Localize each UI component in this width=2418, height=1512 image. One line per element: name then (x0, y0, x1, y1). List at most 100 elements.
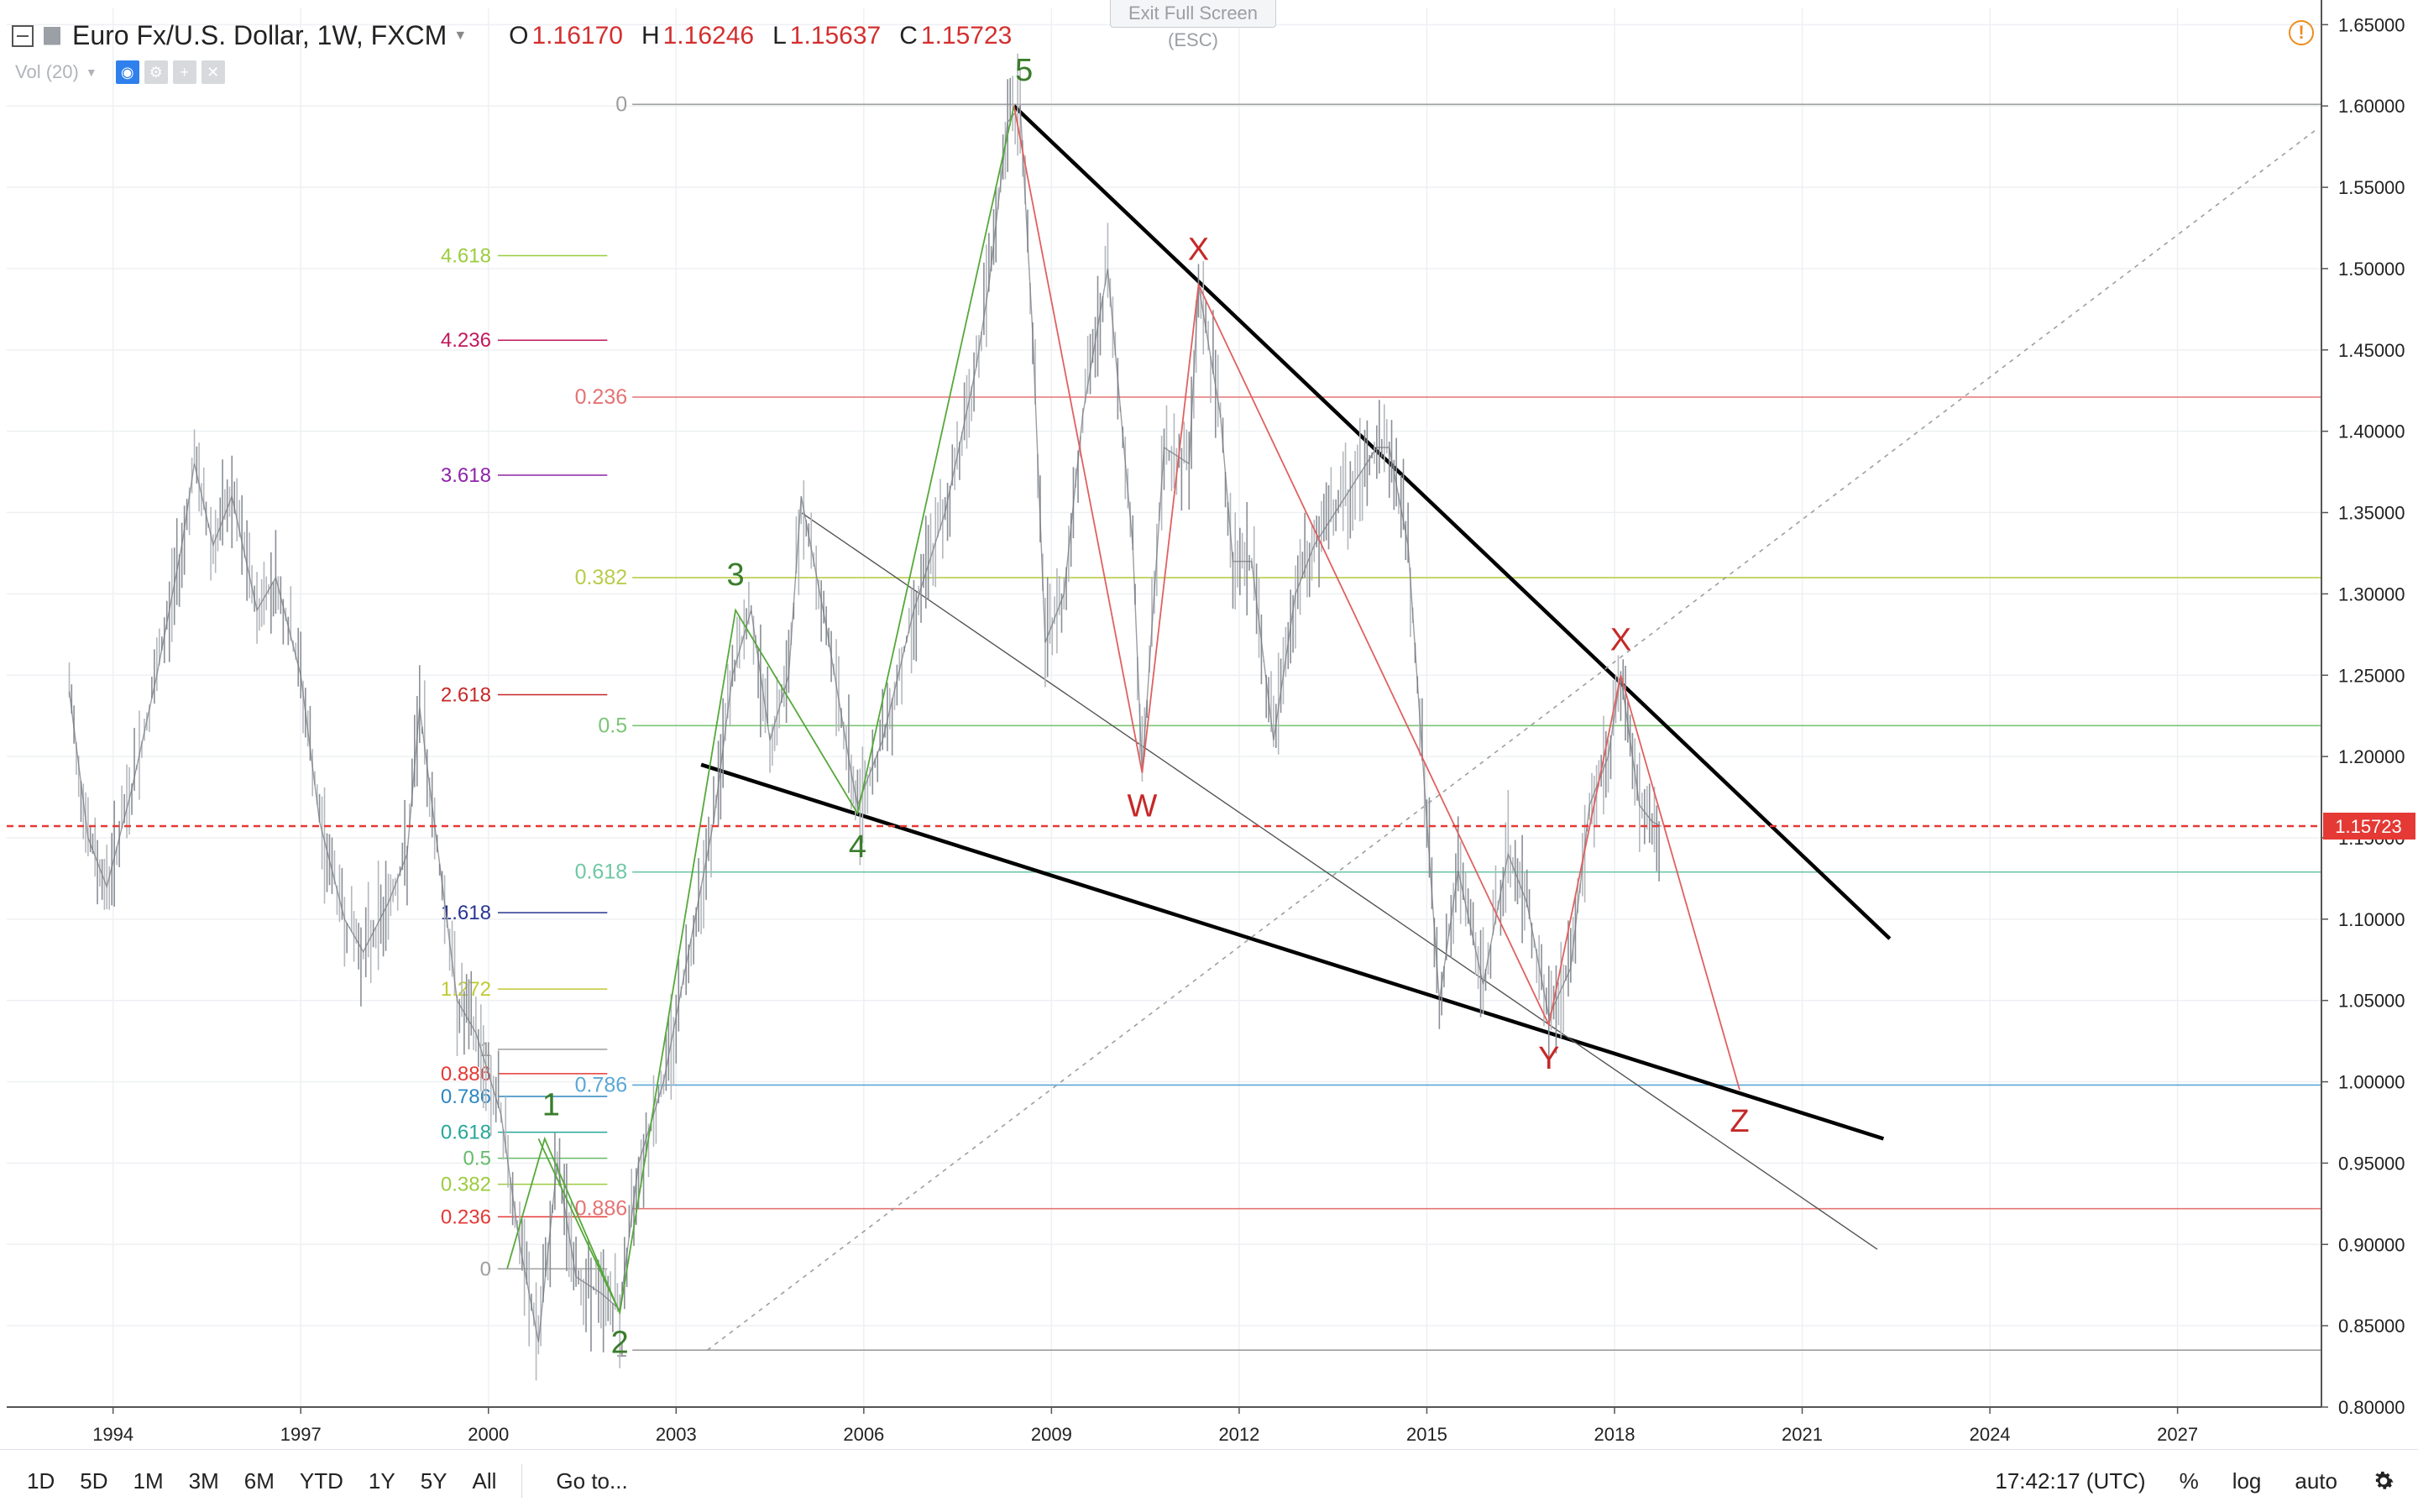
x-tick-label: 2003 (656, 1424, 697, 1445)
x-tick-label: 2006 (843, 1424, 884, 1445)
chart-background (0, 0, 2418, 1449)
fib-ext-label: 2.618 (441, 684, 491, 707)
y-tick-label: 0.95000 (2338, 1153, 2405, 1174)
wave-label: Y (1538, 1041, 1559, 1076)
current-price-badge (2323, 812, 2415, 840)
trendline[interactable] (1013, 104, 1892, 940)
y-tick-label: 1.25000 (2338, 665, 2405, 686)
range-button-1d[interactable]: 1D (27, 1468, 55, 1494)
fib-ext-label: 3.618 (441, 464, 491, 487)
time-display[interactable]: 17:42:17 (UTC) (1995, 1468, 2146, 1494)
range-buttons: 1D 5D 1M 3M 6M YTD 1Y 5Y All (0, 1468, 496, 1494)
x-tick-label: 1994 (92, 1424, 133, 1445)
range-button-1m[interactable]: 1M (133, 1468, 164, 1494)
flag-icon[interactable] (44, 26, 60, 45)
eye-icon[interactable]: ◉ (115, 60, 139, 84)
y-tick-label: 1.40000 (2338, 421, 2405, 442)
percent-toggle[interactable]: % (2179, 1468, 2199, 1494)
y-tick-label: 1.65000 (2338, 14, 2405, 35)
chevron-down-icon[interactable]: ▼ (453, 28, 468, 43)
wave-label: 3 (727, 557, 745, 593)
exit-fullscreen-button[interactable]: Exit Full Screen (ESC) (1110, 0, 1276, 50)
current-price-label: 1.15723 (2335, 816, 2402, 837)
wave-path-impulse (537, 106, 1015, 1316)
fib-ext-label: 0.236 (441, 1206, 491, 1228)
x-tick-label: 2009 (1031, 1424, 1072, 1445)
fib-ext-label: 0.5 (463, 1148, 491, 1170)
y-tick-label: 1.35000 (2338, 503, 2405, 524)
plus-icon[interactable]: + (172, 60, 196, 84)
range-button-all[interactable]: All (472, 1468, 497, 1494)
toolbar-right: 17:42:17 (UTC) % log auto (1995, 1450, 2418, 1512)
trendline[interactable] (700, 762, 1885, 1141)
low-value: 1.15637 (789, 21, 882, 50)
goto-button[interactable]: Go to... (556, 1468, 628, 1494)
x-tick-label: 2027 (2157, 1424, 2198, 1445)
fib-ext-label: 1.618 (441, 902, 491, 924)
trendline[interactable] (800, 511, 1878, 1250)
range-button-6m[interactable]: 6M (243, 1468, 275, 1494)
y-tick-label: 1.55000 (2338, 177, 2405, 198)
x-tick-label: 1997 (280, 1424, 322, 1445)
x-tick-label: 2000 (468, 1424, 509, 1445)
y-tick-label: 1.60000 (2338, 96, 2405, 117)
y-tick-label: 1.00000 (2338, 1072, 2405, 1093)
fib-label: 1 (615, 1338, 627, 1362)
y-tick-label: 0.85000 (2338, 1316, 2405, 1337)
y-tick-label: 0.80000 (2338, 1397, 2405, 1418)
warning-icon[interactable]: ! (2289, 20, 2314, 45)
close-label: C (899, 21, 918, 50)
x-tick-label: 2024 (1970, 1424, 2011, 1445)
range-button-1y[interactable]: 1Y (368, 1468, 395, 1494)
y-tick-label: 1.20000 (2338, 746, 2405, 767)
volume-label[interactable]: Vol (20) (15, 61, 79, 82)
fib-label: 0 (615, 92, 627, 116)
current-price: 1.15723 (7, 812, 2415, 840)
x-tick-label: 2015 (1406, 1424, 1447, 1445)
range-button-5d[interactable]: 5D (80, 1468, 108, 1494)
gear-icon[interactable]: ⚙ (144, 60, 168, 84)
volume-indicator: Vol (20) ▼ ◉ ⚙ + ✕ (15, 60, 225, 84)
x-tick-label: 2021 (1782, 1424, 1823, 1445)
chevron-down-icon[interactable]: ▼ (85, 65, 97, 79)
divider (521, 1464, 523, 1498)
fib-ext-label: 4.236 (441, 329, 491, 352)
auto-toggle[interactable]: auto (2295, 1468, 2337, 1494)
wave-label: Z (1730, 1104, 1749, 1139)
symbol-title[interactable]: Euro Fx/U.S. Dollar, 1W, FXCM (72, 20, 447, 50)
low-label: L (772, 21, 787, 50)
high-value: 1.16246 (662, 21, 755, 50)
range-button-5y[interactable]: 5Y (420, 1468, 447, 1494)
high-label: H (641, 21, 660, 50)
symbol-header: Euro Fx/U.S. Dollar, 1W, FXCM ▼ O 1.16170… (12, 20, 1012, 51)
price-series (68, 53, 1662, 1381)
range-button-ytd[interactable]: YTD (299, 1468, 343, 1494)
log-toggle[interactable]: log (2232, 1468, 2262, 1494)
y-tick-label: 1.30000 (2338, 583, 2405, 604)
open-value: 1.16170 (531, 21, 623, 50)
y-tick-label: 1.05000 (2338, 991, 2405, 1012)
trendline[interactable] (707, 129, 2316, 1351)
y-tick-label: 1.10000 (2338, 909, 2405, 930)
wave-path-small (506, 1136, 621, 1313)
wave-label: 1 (542, 1087, 560, 1122)
range-button-3m[interactable]: 3M (188, 1468, 219, 1494)
collapse-icon[interactable] (12, 24, 34, 47)
y-tick-label: 1.45000 (2338, 340, 2405, 361)
fib-label: 0.5 (598, 714, 627, 737)
fib-label: 0.236 (575, 385, 628, 409)
gear-icon[interactable] (2371, 1468, 2396, 1494)
trendlines[interactable] (700, 104, 2316, 1351)
close-icon[interactable]: ✕ (201, 60, 225, 84)
wave-label: W (1127, 788, 1157, 824)
wave-paths (506, 106, 1740, 1316)
axes: 0.80000 0.85000 0.90000 0.95000 1.00000 1.050… (7, 0, 2405, 1445)
price-line (68, 104, 1662, 1342)
y-tick-label: 0.90000 (2338, 1234, 2405, 1255)
fib-ext-label: 0.618 (441, 1122, 491, 1144)
wave-label: 5 (1015, 53, 1033, 88)
bottom-toolbar: 1D 5D 1M 3M 6M YTD 1Y 5Y All Go to... 17:42:17 (… (0, 1449, 2418, 1512)
fib-ext-label: 0.382 (441, 1174, 491, 1196)
